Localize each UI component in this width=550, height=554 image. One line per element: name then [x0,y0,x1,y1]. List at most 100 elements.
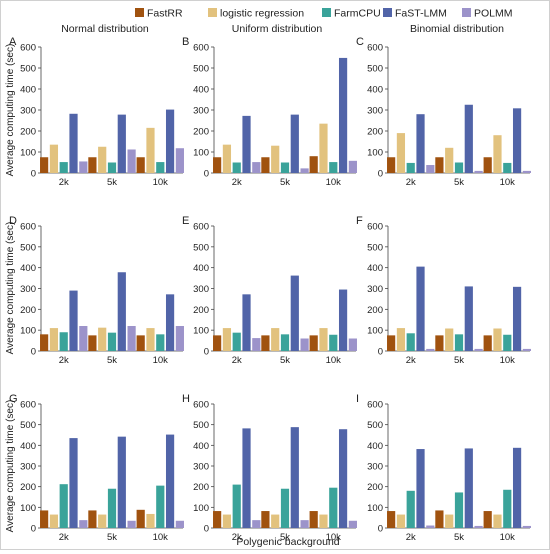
x-tick-label-E-2k: 2k [232,355,242,366]
x-tick-label-G-10k: 10k [153,532,169,543]
bar-E-2k-logistic-regression [222,328,232,351]
y-tick-label-I-300: 300 [367,462,383,473]
bar-E-10k-POLMM [348,338,357,351]
legend-swatch-4 [462,8,471,17]
x-tick-label-H-2k: 2k [232,532,242,543]
bar-G-5k-FaST-LMM [117,436,126,528]
bar-D-10k-POLMM [175,326,184,351]
y-tick-label-B-500: 500 [193,64,209,75]
x-tick-label-A-10k: 10k [153,177,169,188]
x-tick-label-B-5k: 5k [280,177,290,188]
panel-label-F: F [356,215,363,227]
panel-label-B: B [182,36,189,48]
y-tick-label-F-200: 200 [367,305,383,316]
bar-D-5k-POLMM [127,326,136,351]
panel-label-E: E [182,215,189,227]
y-tick-label-G-600: 600 [20,400,36,411]
x-tick-label-D-5k: 5k [107,355,117,366]
bar-E-5k-FaST-LMM [290,275,299,351]
y-tick-label-I-600: 600 [367,400,383,411]
bar-G-5k-FastRR [88,510,97,528]
bar-F-2k-logistic-regression [396,328,406,351]
bar-F-5k-FaST-LMM [464,286,473,351]
bar-F-5k-FarmCPU [454,334,464,351]
y-tick-label-C-200: 200 [367,127,383,138]
panel-label-D: D [9,215,17,227]
bar-D-10k-logistic-regression [146,328,155,351]
bar-D-2k-FaST-LMM [69,290,78,351]
bar-E-10k-FarmCPU [329,334,338,351]
y-tick-label-H-400: 400 [193,441,209,452]
bar-E-10k-logistic-regression [319,328,328,351]
bar-C-5k-POLMM [474,170,483,173]
bar-I-10k-logistic-regression [493,514,502,528]
y-axis-title-0: Average computing time (sec) [5,44,16,177]
bar-A-5k-FaST-LMM [117,114,126,173]
bar-C-5k-logistic-regression [445,147,454,173]
bar-A-10k-FaST-LMM [165,109,175,173]
bar-B-5k-FaST-LMM [290,114,299,173]
y-tick-label-H-0: 0 [204,524,209,535]
bar-H-5k-POLMM [300,520,309,528]
x-tick-label-A-5k: 5k [107,177,117,188]
y-axis-title-2: Average computing time (sec) [5,400,16,533]
panel-label-H: H [182,393,190,405]
bar-I-5k-FarmCPU [454,492,464,528]
bar-A-5k-FastRR [88,157,97,173]
bar-E-5k-POLMM [300,338,309,351]
bar-B-10k-FarmCPU [329,162,338,173]
bar-A-10k-FastRR [136,157,145,173]
y-tick-label-B-200: 200 [193,127,209,138]
legend-label-3: FaST-LMM [395,8,447,20]
legend-swatch-1 [208,8,217,17]
bar-H-2k-POLMM [252,520,261,528]
legend-swatch-3 [383,8,392,17]
bar-H-2k-FarmCPU [232,484,241,528]
bar-A-5k-logistic-regression [98,146,107,173]
column-title-1: Uniform distribution [232,23,323,35]
bar-B-10k-FastRR [309,156,318,173]
y-tick-label-B-0: 0 [204,169,209,180]
y-tick-label-C-0: 0 [378,169,383,180]
bar-B-10k-FaST-LMM [338,57,348,173]
bar-I-10k-FarmCPU [503,489,512,528]
bar-A-2k-FarmCPU [59,162,68,173]
panel-label-A: A [9,36,17,48]
y-tick-label-B-400: 400 [193,85,209,96]
x-tick-label-D-2k: 2k [59,355,69,366]
bar-A-10k-POLMM [175,148,184,173]
y-tick-label-A-0: 0 [31,169,36,180]
column-title-2: Binomial distribution [410,23,504,35]
bar-E-2k-FarmCPU [232,332,241,351]
y-tick-label-D-600: 600 [20,222,36,233]
bar-G-10k-POLMM [175,520,184,528]
y-tick-label-A-100: 100 [20,148,36,159]
bar-C-2k-FastRR [387,157,396,173]
bar-I-5k-logistic-regression [445,514,454,528]
y-tick-label-E-200: 200 [193,305,209,316]
y-tick-label-F-0: 0 [378,347,383,358]
y-tick-label-A-400: 400 [20,85,36,96]
bar-I-5k-FaST-LMM [464,448,473,528]
bar-C-5k-FastRR [435,157,444,173]
y-tick-label-F-300: 300 [367,284,383,295]
bar-A-2k-logistic-regression [49,144,59,173]
bar-D-2k-FastRR [40,334,49,351]
x-tick-label-A-2k: 2k [59,177,69,188]
y-tick-label-G-400: 400 [20,441,36,452]
bar-B-10k-logistic-regression [319,123,328,173]
bar-G-5k-FarmCPU [107,488,117,528]
x-tick-label-G-5k: 5k [107,532,117,543]
y-tick-label-I-0: 0 [378,524,383,535]
y-tick-label-C-600: 600 [367,43,383,54]
bar-G-10k-logistic-regression [146,513,155,528]
y-tick-label-A-300: 300 [20,106,36,117]
bar-D-10k-FarmCPU [156,334,165,351]
bar-H-10k-POLMM [348,520,357,528]
y-tick-label-F-500: 500 [367,242,383,253]
x-tick-label-E-10k: 10k [326,355,342,366]
bar-B-2k-FarmCPU [232,162,241,173]
bar-H-2k-FaST-LMM [242,428,251,528]
bar-F-10k-FarmCPU [503,334,512,351]
y-tick-label-E-400: 400 [193,263,209,274]
